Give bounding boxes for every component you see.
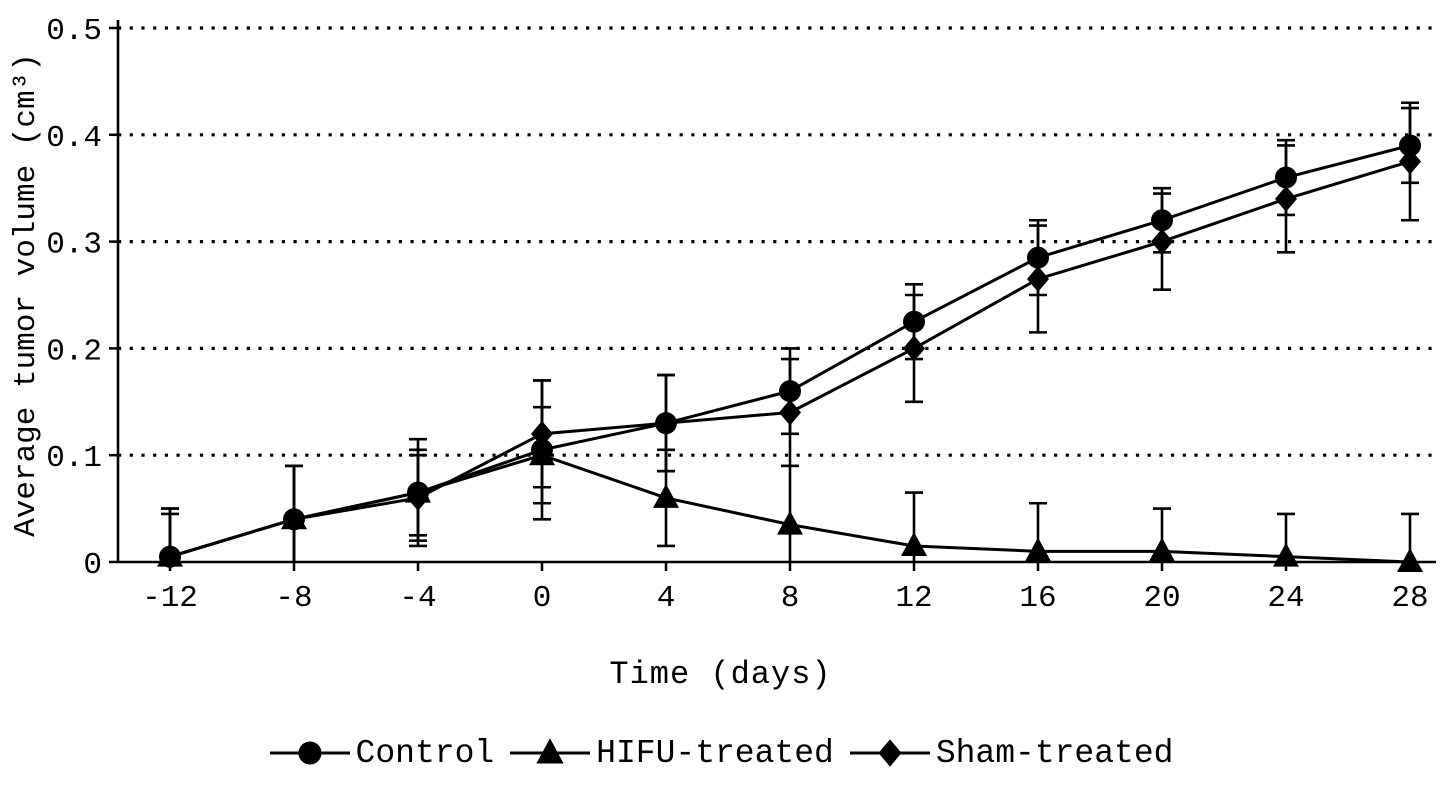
x-tick-label: 16 [1019, 581, 1056, 616]
x-tick-label: 8 [781, 581, 800, 616]
legend-label-sham-treated: Sham-treated [935, 734, 1174, 772]
x-tick-label: 0 [533, 581, 552, 616]
diamond-marker-icon [159, 543, 181, 570]
triangle-marker-icon [777, 510, 803, 535]
x-axis-title: Time (days) [609, 656, 832, 693]
triangle-marker-icon [536, 738, 564, 764]
triangle-marker-icon [510, 738, 591, 764]
x-tick-label: 24 [1267, 581, 1304, 616]
circle-marker-icon [779, 380, 801, 403]
y-tick-label: 0.1 [46, 441, 102, 476]
circle-marker-icon [1151, 209, 1173, 232]
diamond-marker-icon [1027, 265, 1049, 292]
y-axis-title: Average tumor volume (cm³) [9, 53, 44, 537]
triangle-marker-icon [1149, 537, 1175, 562]
circle-marker-icon [903, 310, 925, 333]
legend-item-hifu-treated: HIFU-treated [508, 735, 834, 772]
diamond-marker-icon [903, 335, 925, 362]
y-tick-label: 0.2 [46, 334, 102, 369]
x-tick-label: -4 [399, 581, 436, 616]
x-tick-label: -12 [142, 581, 198, 616]
x-tick-label: 28 [1391, 581, 1428, 616]
legend-item-sham-treated: Sham-treated [848, 734, 1174, 772]
circle-marker-icon [269, 741, 350, 765]
y-tick-label: 0.5 [46, 14, 102, 49]
triangle-marker-icon [901, 531, 927, 556]
x-tick-label: -8 [275, 581, 312, 616]
triangle-marker-icon [1025, 537, 1051, 562]
circle-marker-icon [1399, 134, 1421, 157]
x-tick-label: 12 [895, 581, 932, 616]
legend: Control HIFU-treated Sham-treated [0, 730, 1441, 776]
legend-label-control: Control [355, 734, 495, 772]
legend-label-hifu-treated: HIFU-treated [596, 734, 834, 772]
triangle-marker-icon [653, 483, 679, 508]
diamond-marker-icon [849, 739, 930, 767]
chart-canvas: 0 0.1 0.2 0.3 0.4 0.5 -12 -8 -4 0 4 8 12 16 20 24 28 Aver… [9, 14, 1436, 616]
circle-marker-icon [297, 741, 322, 765]
diamond-marker-icon [1151, 228, 1173, 255]
diamond-marker-icon [655, 410, 677, 437]
diamond-marker-icon [779, 399, 801, 426]
triangle-marker-icon [1273, 542, 1299, 567]
legend-item-control: Control [268, 734, 495, 772]
y-tick-label: 0 [83, 548, 102, 583]
triangle-marker-icon [529, 441, 555, 466]
diamond-marker-icon [531, 420, 553, 447]
x-tick-label: 20 [1143, 581, 1180, 616]
diamond-marker-icon [283, 506, 305, 533]
circle-marker-icon [1275, 166, 1297, 189]
diamond-marker-icon [407, 484, 429, 511]
diamond-marker-icon [878, 739, 902, 767]
circle-marker-icon [1027, 246, 1049, 269]
x-tick-label: 4 [657, 581, 676, 616]
diamond-marker-icon [1399, 148, 1421, 175]
y-tick-label: 0.3 [46, 228, 102, 263]
triangle-marker-icon [1397, 548, 1423, 572]
diamond-marker-icon [1275, 185, 1297, 212]
y-tick-label: 0.4 [46, 121, 102, 156]
